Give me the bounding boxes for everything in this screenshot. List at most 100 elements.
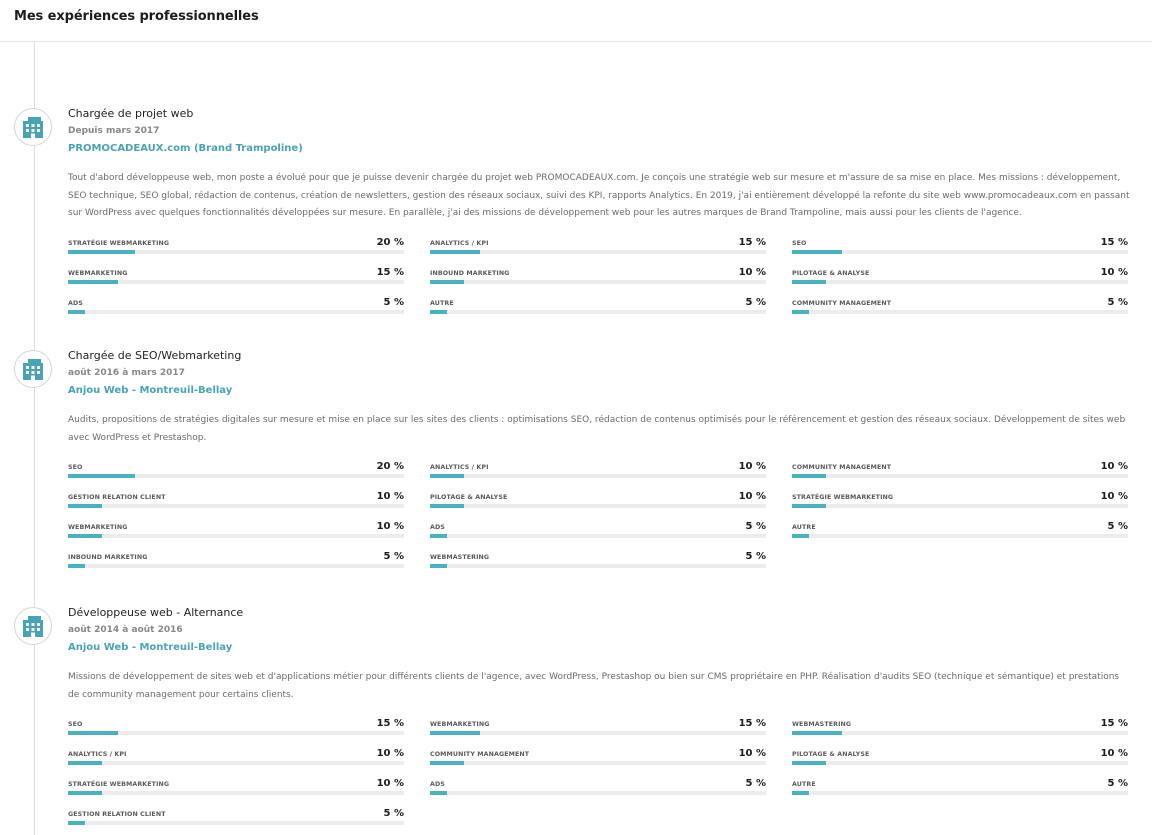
skill-progress-fill: [68, 504, 102, 508]
skill-percentage: 15 %: [738, 236, 766, 248]
skill-progress-fill: [792, 249, 843, 254]
skill-item: Gestion relation client 5 %: [68, 807, 404, 835]
skill-progress-fill: [68, 761, 102, 765]
skill-item: Autre 5 %: [792, 777, 1128, 807]
skill-percentage: 10 %: [1100, 266, 1128, 278]
skill-item: Webmastering 15 %: [792, 717, 1128, 747]
skill-progress-bar: [430, 731, 766, 735]
skill-name: Community management: [792, 464, 892, 471]
experience-title: Chargée de projet web: [68, 107, 194, 120]
skill-progress-bar: [68, 249, 404, 254]
skill-progress-fill: [792, 474, 826, 478]
skill-progress-fill: [430, 249, 481, 254]
skill-progress-bar: [792, 504, 1128, 508]
skill-progress-bar: [68, 279, 404, 284]
experience-company-link[interactable]: Anjou Web - Montreuil-Bellay: [68, 642, 233, 653]
skill-progress-bar: [68, 821, 404, 825]
skill-progress-fill: [430, 474, 464, 478]
skill-item: Gestion relation client 10 %: [68, 490, 404, 520]
skill-progress-bar: [792, 731, 1128, 735]
skill-progress-bar: [430, 534, 766, 538]
skill-progress-fill: [792, 279, 826, 284]
skill-percentage: 5 %: [383, 551, 404, 562]
experience-period: août 2014 à août 2016: [68, 625, 183, 635]
experience-period: Depuis mars 2017: [68, 126, 160, 136]
skill-percentage: 15 %: [376, 266, 404, 278]
experience-title: Chargée de SEO/Webmarketing: [68, 349, 242, 362]
skill-name: Pilotage & analyse: [792, 751, 870, 758]
skill-progress-bar: [68, 791, 404, 795]
experience-body: Développeuse web - Alternance août 2014 à…: [68, 605, 1132, 835]
skill-percentage: 15 %: [738, 718, 766, 729]
skill-name: Ads: [68, 299, 83, 307]
skill-name: Gestion relation client: [68, 494, 166, 501]
skill-name: Ads: [430, 524, 445, 531]
skill-progress-bar: [792, 279, 1128, 284]
skill-name: SEO: [68, 721, 83, 728]
skill-percentage: 5 %: [1107, 521, 1128, 532]
skill-item: Webmarketing 10 %: [68, 520, 404, 550]
experience-title: Développeuse web - Alternance: [68, 606, 244, 619]
skill-name: Community management: [792, 299, 892, 307]
skills-grid: Stratégie Webmarketing 20 % Analytics / KP…: [68, 236, 1132, 326]
skill-percentage: 10 %: [1100, 491, 1128, 502]
skill-progress-bar: [792, 791, 1128, 795]
skill-name: SEO: [68, 464, 83, 471]
skill-percentage: 5 %: [745, 778, 766, 789]
skill-percentage: 10 %: [376, 748, 404, 759]
skill-percentage: 20 %: [376, 236, 404, 248]
skill-name: Analytics / KPI: [68, 751, 127, 758]
skill-percentage: 5 %: [745, 521, 766, 532]
skill-progress-fill: [792, 504, 826, 508]
skill-percentage: 5 %: [383, 808, 404, 819]
skill-percentage: 5 %: [745, 551, 766, 562]
skill-progress-fill: [430, 731, 481, 735]
skill-progress-fill: [792, 791, 809, 795]
skill-progress-bar: [68, 474, 404, 478]
skill-percentage: 10 %: [738, 266, 766, 278]
skill-progress-bar: [430, 309, 766, 314]
skill-name: Community management: [430, 751, 530, 758]
skills-grid: SEO 15 % Webmarketing 15 % Webmastering 15 % A…: [68, 717, 1132, 835]
experience-company-link[interactable]: PROMOCADEAUX.com (Brand Trampoline): [68, 143, 303, 154]
skill-item: Analytics / KPI 10 %: [430, 460, 766, 490]
skill-name: SEO: [792, 239, 807, 247]
experience-period: août 2016 à mars 2017: [68, 368, 185, 378]
skill-item: Webmarketing 15 %: [430, 717, 766, 747]
skill-progress-bar: [430, 249, 766, 254]
skill-name: Autre: [792, 781, 816, 788]
skill-item: Pilotage & analyse 10 %: [792, 266, 1128, 296]
skill-name: Analytics / KPI: [430, 239, 489, 247]
skill-name: Webmastering: [430, 554, 490, 561]
skill-name: Webmarketing: [430, 721, 490, 728]
skill-percentage: 10 %: [1100, 461, 1128, 472]
skill-progress-fill: [68, 309, 85, 314]
skill-item: Ads 5 %: [68, 296, 404, 326]
skill-progress-fill: [430, 564, 447, 568]
skill-progress-fill: [792, 731, 843, 735]
experience-description: Audits, propositions de stratégies digit…: [68, 415, 1126, 443]
skill-name: Webmastering: [792, 721, 852, 728]
skill-progress-fill: [792, 534, 809, 538]
skill-progress-bar: [430, 504, 766, 508]
skill-item: Stratégie Webmarketing 20 %: [68, 236, 404, 266]
skill-progress-fill: [430, 791, 447, 795]
skill-name: Stratégie Webmarketing: [68, 781, 170, 788]
skill-item: Pilotage & analyse 10 %: [792, 747, 1128, 777]
skill-name: Stratégie Webmarketing: [68, 239, 170, 247]
skill-progress-bar: [792, 534, 1128, 538]
skill-item: SEO 20 %: [68, 460, 404, 490]
building-icon: [14, 108, 52, 146]
skill-progress-fill: [430, 761, 464, 765]
skill-percentage: 5 %: [745, 296, 766, 308]
skill-item: SEO 15 %: [68, 717, 404, 747]
skill-name: Pilotage & analyse: [430, 494, 508, 501]
experience-company-link[interactable]: Anjou Web - Montreuil-Bellay: [68, 385, 233, 396]
skill-progress-fill: [68, 474, 136, 478]
skill-percentage: 20 %: [376, 461, 404, 472]
skill-progress-bar: [792, 249, 1128, 254]
skill-name: Pilotage & analyse: [792, 269, 870, 277]
skill-name: Gestion relation client: [68, 811, 166, 818]
skill-item: Webmastering 5 %: [430, 550, 766, 580]
skill-percentage: 10 %: [1100, 748, 1128, 759]
